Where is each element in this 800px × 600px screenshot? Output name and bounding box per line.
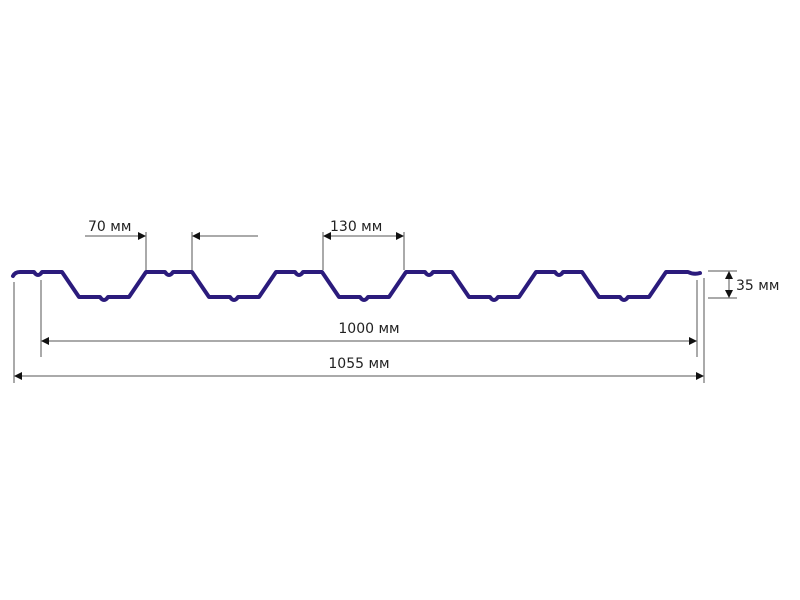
dimension-useful-width: 1000 мм bbox=[41, 321, 697, 345]
extension-lines bbox=[13, 232, 737, 383]
crest-width-label: 70 мм bbox=[88, 219, 131, 235]
total-width-label: 1055 мм bbox=[328, 356, 389, 372]
dimension-height: 35 мм bbox=[725, 271, 779, 298]
dimension-total-width: 1055 мм bbox=[14, 356, 704, 380]
dimension-pitch: 130 мм bbox=[323, 219, 404, 240]
height-label: 35 мм bbox=[736, 278, 779, 294]
dimension-crest-width: 70 мм bbox=[85, 219, 258, 240]
pitch-label: 130 мм bbox=[330, 219, 382, 235]
corrugated-sheet-profile bbox=[11, 270, 702, 302]
useful-width-label: 1000 мм bbox=[338, 321, 399, 337]
